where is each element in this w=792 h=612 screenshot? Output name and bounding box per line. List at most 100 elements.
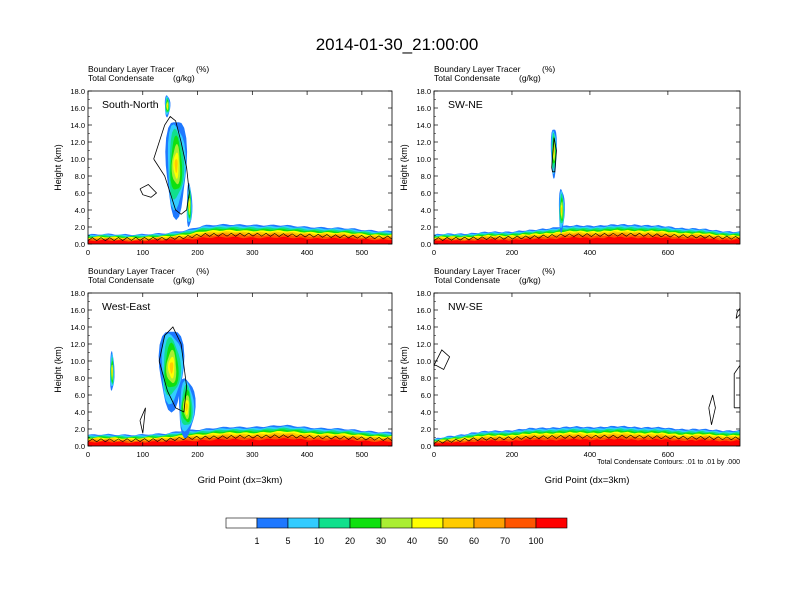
x-tick-label: 300 [246,450,259,459]
panel-right-label2: (g/kg) [173,275,195,285]
bl-contour-line [88,232,392,241]
x-tick-label: 100 [137,450,150,459]
panel-left-label: Boundary Layer Tracer [88,266,175,276]
y-tick-label: 4.0 [75,408,85,417]
plume-0-layer-6 [553,148,555,156]
y-axis-label: Height (km) [399,346,409,393]
plume-0 [165,122,188,221]
panel-right-label2: (g/kg) [173,73,195,83]
colorbar-swatch [442,517,475,529]
x-tick-label: 500 [356,450,369,459]
y-axis: 0.0 2.0 4.0 6.0 8.0 10.0 12.0 14.0 16.0 18.0 Heigh… [399,289,740,451]
y-axis: 0.0 2.0 4.0 6.0 8.0 10.0 12.0 14.0 16.0 18.0 Heigh… [399,87,740,249]
colorbar: 1 5 10 20 30 40 50 60 70 100 [225,517,568,546]
panel-name: West-East [102,301,150,313]
y-tick-label: 4.0 [75,206,85,215]
x-axis: 0 200 400 600 Grid Point (dx=3km) [432,293,674,486]
contour-note: Total Condensate Contours: .01 to .01 by… [597,459,740,466]
y-tick-label: 10.0 [416,155,431,164]
plot-area [434,293,740,446]
y-tick-label: 12.0 [70,138,85,147]
panel-right-label: (%) [196,266,209,276]
y-tick-label: 0.0 [75,240,85,249]
plume-1 [558,188,565,233]
x-tick-label: 400 [584,450,597,459]
x-tick-label: 0 [432,248,436,257]
y-tick-label: 18.0 [416,289,431,298]
colorbar-tick-label: 40 [407,536,417,546]
y-tick-label: 4.0 [421,408,431,417]
y-tick-label: 12.0 [416,340,431,349]
colorbar-tick-label: 30 [376,536,386,546]
y-tick-label: 18.0 [70,289,85,298]
colorbar-swatch [287,517,320,529]
y-tick-label: 16.0 [70,306,85,315]
condensate-contour-3 [735,307,740,319]
colorbar-swatch [380,517,413,529]
y-tick-label: 8.0 [421,172,431,181]
x-tick-label: 0 [86,450,90,459]
x-tick-label: 200 [191,248,204,257]
y-tick-label: 18.0 [416,87,431,96]
plume-2-layer-6 [189,202,190,209]
y-tick-label: 14.0 [416,323,431,332]
colorbar-tick-label: 10 [314,536,324,546]
panel-name: South-North [102,99,159,111]
x-tick-label: 500 [356,248,369,257]
plot-area [88,293,392,446]
boundary-layer-shading [88,424,392,446]
panel-right-label: (%) [542,266,555,276]
colorbar-swatch [473,517,506,529]
condensate-contour-0 [434,349,451,371]
x-axis-label: Grid Point (dx=3km) [545,475,630,486]
colorbar-swatch [535,517,568,529]
y-tick-label: 16.0 [416,306,431,315]
figure-title: 2014-01-30_21:00:00 [316,35,479,54]
plot-area [434,91,740,244]
panel-name: NW-SE [448,301,483,313]
y-tick-label: 8.0 [75,172,85,181]
x-tick-label: 200 [191,450,204,459]
panel-left-label2: Total Condensate [88,275,154,285]
y-tick-label: 2.0 [75,223,85,232]
x-axis: 0 200 400 600 [432,91,674,257]
condensate-contour-0 [551,137,557,173]
condensate-contour-1 [139,184,158,198]
plume-2-layer-6 [111,368,113,375]
plume-2 [186,182,193,228]
y-axis-label: Height (km) [399,144,409,191]
y-tick-label: 8.0 [421,374,431,383]
panel-left-label: Boundary Layer Tracer [88,64,175,74]
y-tick-label: 4.0 [421,206,431,215]
panel-right-label2: (g/kg) [519,275,541,285]
colorbar-swatch [256,517,289,529]
bl-contour-line [434,232,740,241]
y-tick-label: 2.0 [421,223,431,232]
y-tick-label: 16.0 [416,104,431,113]
condensate-contour-1 [733,364,740,409]
panel-right-label2: (g/kg) [519,73,541,83]
x-tick-label: 300 [246,248,259,257]
y-axis: 0.0 2.0 4.0 6.0 8.0 10.0 12.0 14.0 16.0 18.0 Heigh… [53,87,392,249]
colorbar-tick-label: 20 [345,536,355,546]
y-axis: 0.0 2.0 4.0 6.0 8.0 10.0 12.0 14.0 16.0 18.0 Heigh… [53,289,392,451]
bl-band-8 [434,438,740,446]
panel-left-label2: Total Condensate [434,275,500,285]
plume-2 [110,351,115,391]
y-tick-label: 6.0 [421,391,431,400]
y-tick-label: 8.0 [75,374,85,383]
y-tick-label: 0.0 [421,240,431,249]
y-tick-label: 10.0 [70,155,85,164]
plume-0-layer-6 [174,159,178,173]
y-tick-label: 6.0 [75,189,85,198]
colorbar-tick-label: 1 [254,536,259,546]
colorbar-swatch [225,517,258,529]
bl-band-8 [434,236,740,244]
bl-contour-line [434,434,740,445]
y-tick-label: 6.0 [421,189,431,198]
bl-band-8 [88,438,392,446]
x-tick-label: 200 [506,450,519,459]
x-tick-label: 400 [584,248,597,257]
boundary-layer-shading [434,224,740,244]
x-tick-label: 600 [662,450,675,459]
